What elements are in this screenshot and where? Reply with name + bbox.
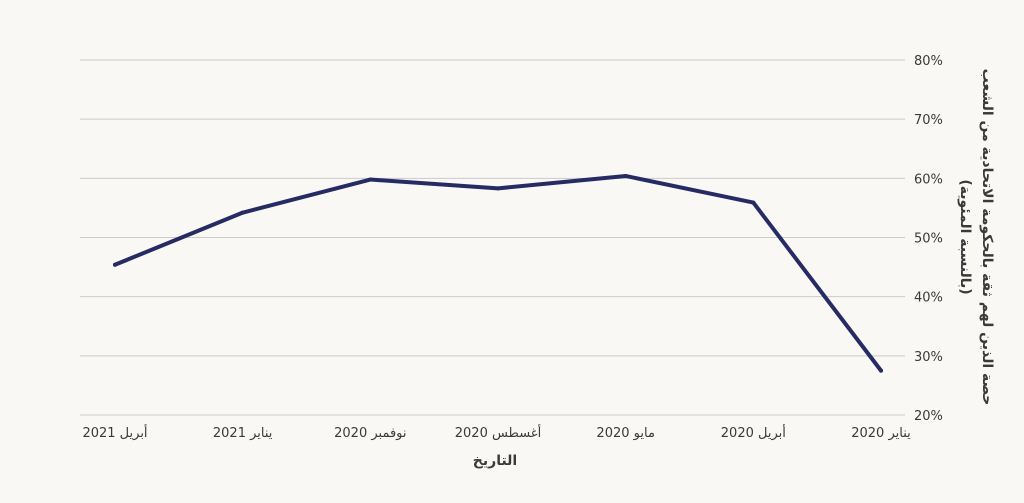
- y-tick-label: 20%: [914, 409, 943, 424]
- data-point: [496, 186, 500, 191]
- series-line: [113, 173, 883, 373]
- x-tick-label: أغسطس 2020: [455, 424, 541, 441]
- x-tick-label: يناير 2020: [851, 426, 911, 441]
- x-tick-label: أبريل 2021: [82, 424, 147, 441]
- data-point: [623, 173, 628, 178]
- gridlines: [80, 59, 905, 416]
- y-axis-title: حصة الذين لهم ثقة بالحكومة الاتحادية من …: [957, 69, 995, 406]
- y-axis-ticks: 20% 30% 40% 50% 60% 70% 80%: [914, 54, 943, 424]
- y-tick-label: 40%: [914, 291, 943, 306]
- y-tick-label: 50%: [914, 232, 943, 247]
- x-axis-ticks: يناير 2020 أبريل 2020 مايو 2020 أغسطس 2020 ن…: [82, 424, 911, 441]
- y-tick-label: 70%: [914, 113, 943, 128]
- y-axis-title-line1: حصة الذين لهم ثقة بالحكومة الاتحادية من …: [979, 69, 995, 406]
- y-tick-label: 80%: [914, 54, 943, 69]
- data-point: [879, 368, 883, 373]
- series-layer: [113, 173, 883, 373]
- y-tick-label: 30%: [914, 350, 943, 365]
- y-tick-label: 60%: [914, 172, 943, 187]
- data-point: [368, 177, 373, 182]
- x-tick-label: مايو 2020: [596, 426, 654, 441]
- x-tick-label: يناير 2021: [213, 426, 273, 441]
- x-axis-title: التاريخ: [473, 453, 517, 469]
- data-point: [113, 262, 117, 267]
- y-axis-title-line2: (بالنسبة المئوية): [957, 179, 973, 294]
- data-point: [240, 210, 245, 215]
- x-tick-label: نوفمبر 2020: [334, 426, 406, 441]
- data-point: [751, 200, 756, 205]
- x-tick-label: أبريل 2020: [721, 424, 786, 441]
